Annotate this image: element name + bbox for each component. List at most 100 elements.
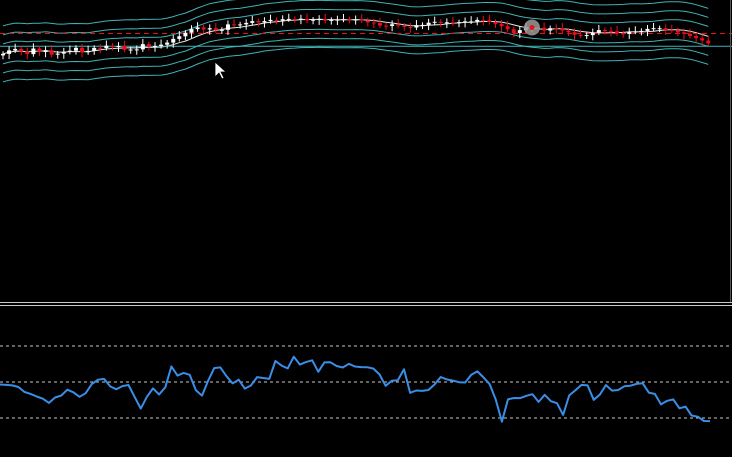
candle[interactable] bbox=[146, 41, 151, 51]
candle[interactable] bbox=[298, 14, 303, 25]
candle[interactable] bbox=[122, 40, 127, 53]
candle[interactable] bbox=[390, 20, 395, 32]
candle[interactable] bbox=[171, 35, 176, 48]
candle[interactable] bbox=[116, 42, 121, 52]
candle[interactable] bbox=[706, 35, 711, 46]
candle[interactable] bbox=[98, 44, 103, 54]
candle[interactable] bbox=[292, 16, 297, 23]
candle[interactable] bbox=[426, 18, 431, 31]
candle[interactable] bbox=[432, 16, 437, 26]
candle[interactable] bbox=[681, 28, 686, 40]
candle[interactable] bbox=[86, 45, 91, 55]
oscillator-panel[interactable] bbox=[0, 345, 732, 423]
candle[interactable] bbox=[377, 17, 382, 29]
candle[interactable] bbox=[499, 20, 504, 32]
candle[interactable] bbox=[31, 43, 36, 57]
candle[interactable] bbox=[341, 14, 346, 23]
candle[interactable] bbox=[25, 47, 30, 60]
candle[interactable] bbox=[651, 23, 656, 32]
candle[interactable] bbox=[128, 46, 133, 54]
candle[interactable] bbox=[359, 14, 364, 23]
candle[interactable] bbox=[493, 19, 498, 28]
candle[interactable] bbox=[487, 15, 492, 25]
candle[interactable] bbox=[134, 45, 139, 55]
candle[interactable] bbox=[207, 24, 212, 35]
candle[interactable] bbox=[414, 20, 419, 31]
candle[interactable] bbox=[153, 42, 157, 52]
candle[interactable] bbox=[140, 38, 145, 52]
candle[interactable] bbox=[657, 25, 662, 33]
candle[interactable] bbox=[402, 23, 407, 31]
candle[interactable] bbox=[457, 19, 461, 28]
candle[interactable] bbox=[7, 46, 12, 60]
candle[interactable] bbox=[104, 40, 109, 51]
candle[interactable] bbox=[286, 13, 291, 22]
candle[interactable] bbox=[408, 23, 413, 33]
candle[interactable] bbox=[80, 43, 85, 58]
candle[interactable] bbox=[384, 23, 389, 30]
candle[interactable] bbox=[250, 15, 255, 26]
candle[interactable] bbox=[1, 51, 5, 60]
candle[interactable] bbox=[475, 17, 480, 26]
candle[interactable] bbox=[596, 24, 601, 36]
candle[interactable] bbox=[37, 45, 42, 56]
candle[interactable] bbox=[43, 46, 48, 58]
candle[interactable] bbox=[590, 28, 595, 41]
candle[interactable] bbox=[621, 30, 626, 38]
candle[interactable] bbox=[560, 23, 565, 34]
candle[interactable] bbox=[67, 45, 72, 55]
candle[interactable] bbox=[19, 46, 24, 56]
price-panel[interactable] bbox=[0, 0, 732, 83]
candle[interactable] bbox=[110, 43, 115, 51]
candle[interactable] bbox=[700, 34, 705, 46]
candle[interactable] bbox=[280, 15, 285, 26]
candle[interactable] bbox=[13, 43, 18, 53]
candle[interactable] bbox=[609, 26, 613, 37]
candle[interactable] bbox=[232, 19, 237, 28]
candle[interactable] bbox=[572, 28, 577, 40]
candle[interactable] bbox=[438, 19, 443, 27]
candle[interactable] bbox=[317, 15, 322, 25]
candle[interactable] bbox=[73, 45, 78, 55]
candle[interactable] bbox=[219, 27, 224, 34]
candle[interactable] bbox=[566, 28, 571, 37]
candle[interactable] bbox=[201, 24, 206, 34]
candle[interactable] bbox=[371, 18, 376, 29]
panel-divider[interactable] bbox=[0, 0, 732, 306]
candle[interactable] bbox=[511, 26, 516, 37]
candle[interactable] bbox=[627, 27, 632, 40]
candle[interactable] bbox=[548, 25, 553, 35]
candle[interactable] bbox=[463, 17, 468, 28]
candle[interactable] bbox=[481, 16, 486, 26]
candle[interactable] bbox=[165, 40, 170, 49]
candle[interactable] bbox=[189, 25, 194, 38]
candle[interactable] bbox=[49, 45, 54, 58]
candle[interactable] bbox=[256, 18, 261, 27]
candle[interactable] bbox=[675, 27, 680, 37]
candle[interactable] bbox=[469, 16, 474, 24]
candle[interactable] bbox=[615, 26, 620, 36]
candle[interactable] bbox=[305, 13, 309, 24]
candle[interactable] bbox=[602, 27, 607, 35]
candle[interactable] bbox=[213, 23, 218, 33]
candle[interactable] bbox=[225, 20, 230, 36]
candle[interactable] bbox=[444, 18, 449, 29]
candle[interactable] bbox=[694, 33, 699, 43]
candle[interactable] bbox=[195, 22, 200, 32]
candle[interactable] bbox=[311, 17, 316, 25]
candle[interactable] bbox=[663, 24, 668, 36]
candle[interactable] bbox=[669, 24, 674, 33]
candle[interactable] bbox=[92, 45, 97, 55]
candle[interactable] bbox=[517, 26, 522, 39]
candle[interactable] bbox=[347, 16, 352, 24]
candle[interactable] bbox=[262, 17, 267, 28]
candle[interactable] bbox=[578, 29, 583, 38]
candle[interactable] bbox=[268, 14, 273, 24]
candle[interactable] bbox=[353, 15, 358, 25]
candle[interactable] bbox=[323, 13, 328, 24]
candle[interactable] bbox=[645, 25, 650, 37]
candle[interactable] bbox=[335, 15, 340, 26]
candle[interactable] bbox=[329, 17, 334, 25]
candle[interactable] bbox=[688, 28, 693, 39]
candle[interactable] bbox=[584, 32, 589, 40]
